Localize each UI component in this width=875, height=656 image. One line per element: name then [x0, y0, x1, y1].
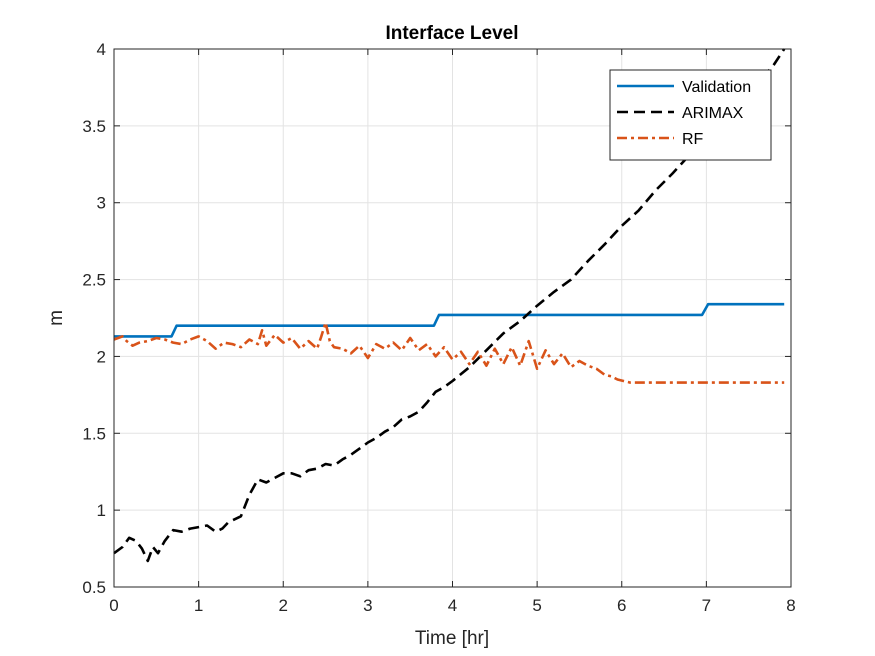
- x-tick-label: 4: [448, 596, 457, 615]
- y-tick-label: 1.5: [82, 424, 106, 443]
- series-layer: [113, 48, 786, 563]
- y-tick-label: 4: [97, 40, 106, 59]
- y-tick-label: 2: [97, 347, 106, 366]
- y-tick-label: 2.5: [82, 271, 106, 290]
- axis-ticks: 0 1 2 3 4 5 6 7 8 0.5 1 1.5 2 2.5 3 3.5 4: [82, 40, 795, 615]
- legend-label-arimax: ARIMAX: [682, 105, 744, 122]
- chart-title: Interface Level: [385, 23, 518, 44]
- series-line-validation: [114, 302, 785, 338]
- x-tick-label: 5: [532, 596, 541, 615]
- x-tick-label: 1: [194, 596, 203, 615]
- x-tick-label: 2: [279, 596, 288, 615]
- legend-label-validation: Validation: [682, 79, 751, 96]
- y-tick-label: 3.5: [82, 117, 106, 136]
- legend: Validation ARIMAX RF: [609, 69, 772, 161]
- series-line-rf: [113, 321, 785, 384]
- x-tick-label: 3: [363, 596, 372, 615]
- x-tick-label: 8: [786, 596, 795, 615]
- x-tick-label: 7: [702, 596, 711, 615]
- y-axis-label: m: [46, 310, 67, 326]
- x-tick-label: 0: [109, 596, 118, 615]
- series-line-arimax: [113, 48, 786, 563]
- x-axis-label: Time [hr]: [415, 628, 489, 649]
- y-tick-label: 0.5: [82, 578, 106, 597]
- y-tick-label: 1: [97, 501, 106, 520]
- y-tick-label: 3: [97, 194, 106, 213]
- legend-label-rf: RF: [682, 131, 704, 148]
- x-tick-label: 6: [617, 596, 626, 615]
